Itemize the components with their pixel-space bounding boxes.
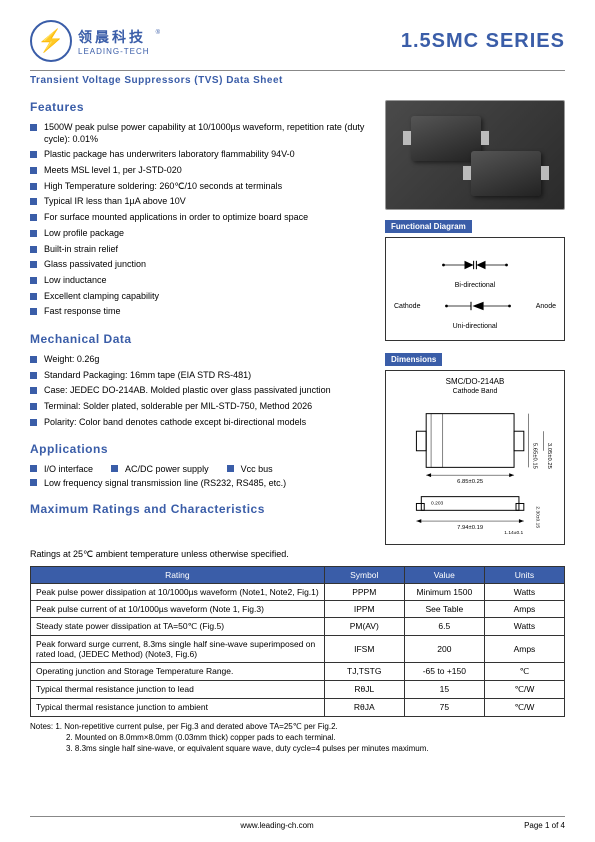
features-list: 1500W peak pulse power capability at 10/… (30, 122, 367, 318)
table-row: Peak pulse current of at 10/1000µs wavef… (31, 600, 565, 617)
bidir-diode-icon (440, 256, 510, 274)
dimensions-bar: Dimensions (385, 353, 442, 366)
svg-text:0.203: 0.203 (431, 500, 443, 506)
svg-text:1.14±0.1: 1.14±0.1 (504, 530, 523, 536)
header: ⚡ 领晨科技 LEADING-TECH ® 1.5SMC SERIES (30, 20, 565, 62)
list-item: Glass passivated junction (30, 259, 367, 271)
list-item: Low profile package (30, 228, 367, 240)
applications-heading: Applications (30, 442, 367, 456)
svg-text:7.94±0.19: 7.94±0.19 (457, 525, 483, 531)
app-row-2: Low frequency signal transmission line (… (30, 478, 367, 488)
features-heading: Features (30, 100, 367, 114)
footer-url: www.leading-ch.com (240, 821, 313, 830)
svg-text:3.05±0.25: 3.05±0.25 (546, 443, 552, 469)
svg-text:5.65±0.15: 5.65±0.15 (532, 443, 538, 469)
funcdiag-bar: Functional Diagram (385, 220, 472, 233)
maxratings-heading: Maximum Ratings and Characteristics (30, 502, 367, 516)
ratings-table: RatingSymbolValueUnits Peak pulse power … (30, 566, 565, 717)
dimension-drawing: 6.85±0.25 5.65±0.15 3.05±0.25 0.203 7.94… (392, 399, 558, 536)
list-item: Low inductance (30, 275, 367, 287)
list-item: High Temperature soldering: 260℃/10 seco… (30, 181, 367, 193)
anode-label: Anode (536, 303, 556, 310)
cathode-label: Cathode (394, 303, 420, 310)
logo: ⚡ 领晨科技 LEADING-TECH ® (30, 20, 160, 62)
list-item: Excellent clamping capability (30, 291, 367, 303)
list-item: Terminal: Solder plated, solderable per … (30, 401, 367, 413)
table-row: Typical thermal resistance junction to l… (31, 680, 565, 698)
app-item: AC/DC power supply (111, 464, 209, 474)
bidir-label: Bi-directional (394, 282, 556, 289)
footer-page: Page 1 of 4 (524, 821, 565, 830)
series-title: 1.5SMC SERIES (401, 30, 565, 53)
table-row: Steady state power dissipation at TA=50℃… (31, 617, 565, 635)
table-row: Peak pulse power dissipation at 10/1000µ… (31, 583, 565, 600)
product-photo (385, 100, 565, 210)
dim-title: SMC/DO-214AB (392, 377, 558, 386)
logo-cn: 领晨科技 (78, 27, 150, 47)
table-row: Operating junction and Storage Temperatu… (31, 662, 565, 680)
registered-icon: ® (156, 30, 160, 36)
ratings-note: Ratings at 25℃ ambient temperature unles… (30, 549, 565, 560)
list-item: Standard Packaging: 16mm tape (EIA STD R… (30, 370, 367, 382)
list-item: Weight: 0.26g (30, 354, 367, 366)
app-row-1: I/O interface AC/DC power supply Vcc bus (30, 464, 367, 474)
dimensions-diagram: SMC/DO-214AB Cathode Band 6.85±0.25 5.65… (385, 370, 565, 545)
bolt-icon: ⚡ (37, 28, 64, 54)
mechanical-list: Weight: 0.26g Standard Packaging: 16mm ta… (30, 354, 367, 428)
list-item: 1500W peak pulse power capability at 10/… (30, 122, 367, 145)
list-item: Meets MSL level 1, per J-STD-020 (30, 165, 367, 177)
svg-text:2.30±0.15: 2.30±0.15 (535, 506, 541, 528)
table-row: Peak forward surge current, 8.3ms single… (31, 635, 565, 662)
list-item: Case: JEDEC DO-214AB. Molded plastic ove… (30, 385, 367, 397)
logo-icon: ⚡ (30, 20, 72, 62)
app-item: Low frequency signal transmission line (… (30, 478, 286, 488)
app-item: I/O interface (30, 464, 93, 474)
footer: www.leading-ch.com Page 1 of 4 (30, 816, 565, 830)
app-item: Vcc bus (227, 464, 273, 474)
list-item: Plastic package has underwriters laborat… (30, 149, 367, 161)
unidir-label: Uni-directional (394, 323, 556, 330)
list-item: Typical IR less than 1µA above 10V (30, 196, 367, 208)
list-item: Fast response time (30, 306, 367, 318)
page-subtitle: Transient Voltage Suppressors (TVS) Data… (30, 75, 565, 86)
mechanical-heading: Mechanical Data (30, 332, 367, 346)
dim-sub: Cathode Band (392, 388, 558, 395)
table-row: Typical thermal resistance junction to a… (31, 698, 565, 716)
logo-en: LEADING-TECH (78, 47, 150, 56)
list-item: Built-in strain relief (30, 244, 367, 256)
table-notes: Notes: 1. Non-repetitive current pulse, … (30, 721, 565, 755)
functional-diagram: Bi-directional Cathode Anode Uni-directi… (385, 237, 565, 341)
list-item: For surface mounted applications in orde… (30, 212, 367, 224)
list-item: Polarity: Color band denotes cathode exc… (30, 417, 367, 429)
unidir-diode-icon (443, 297, 513, 315)
svg-text:6.85±0.25: 6.85±0.25 (457, 479, 483, 485)
